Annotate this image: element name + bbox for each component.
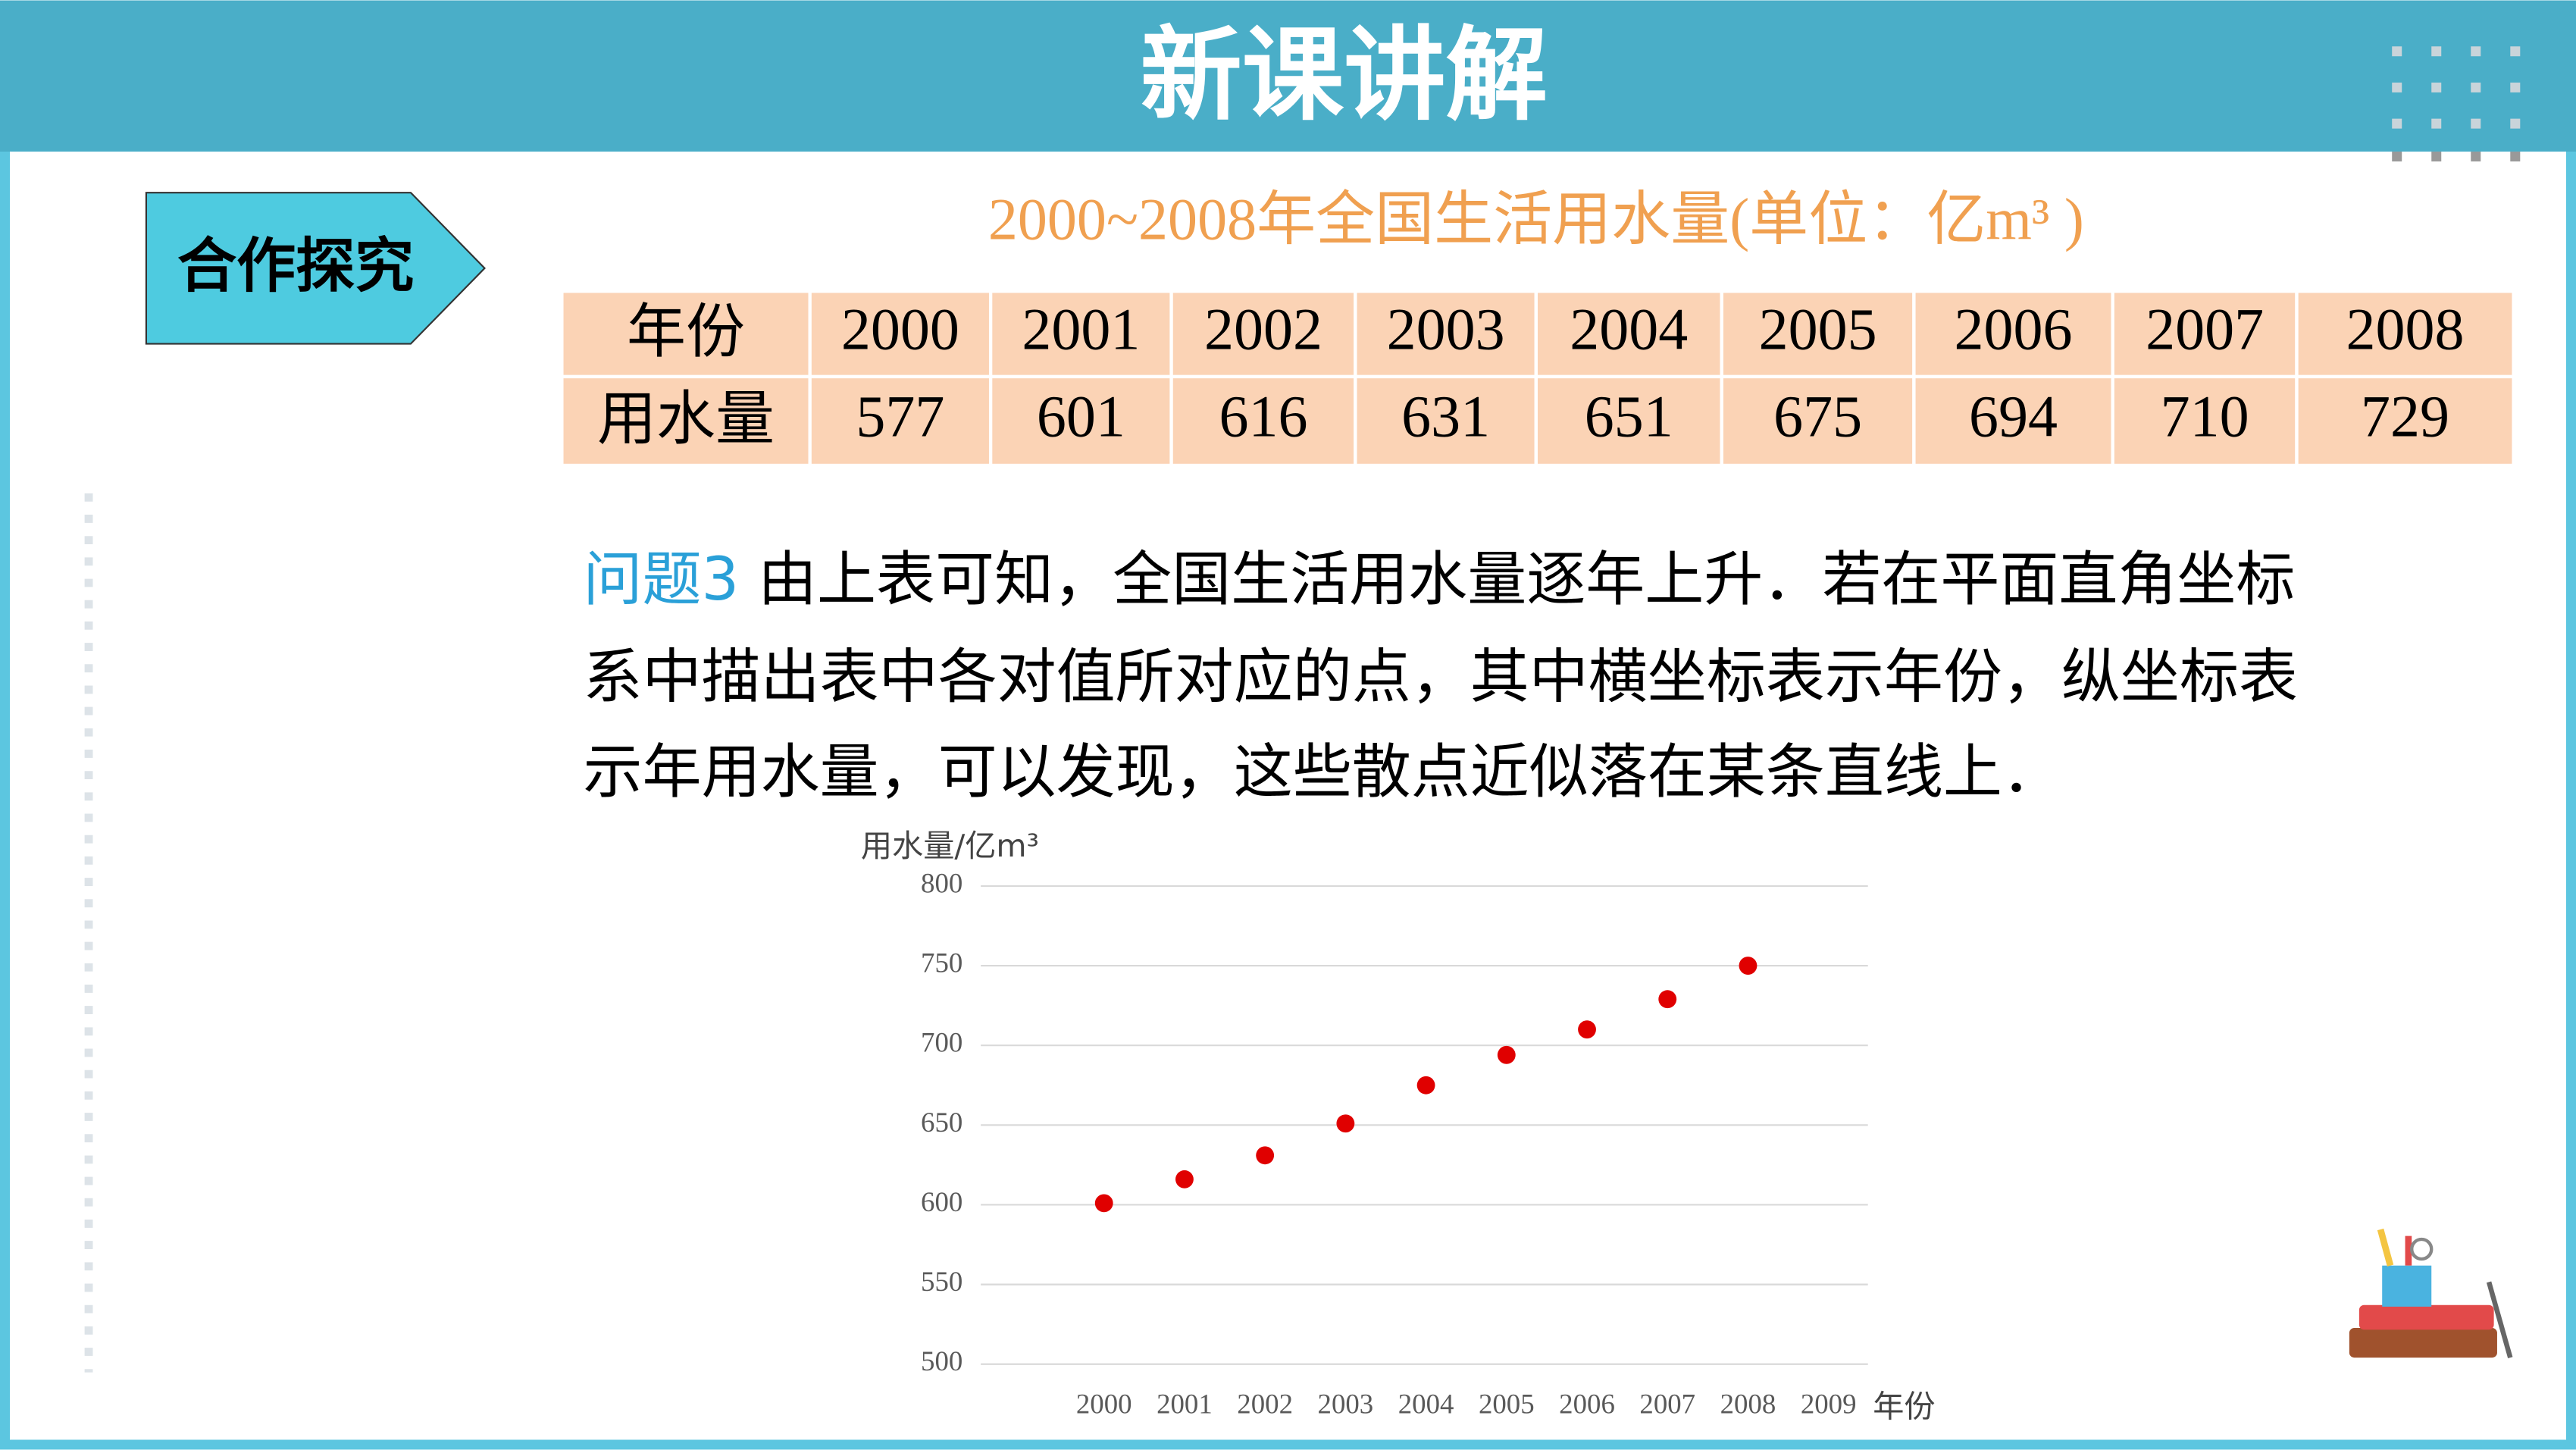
table-value: 694: [1969, 384, 2058, 449]
y-tick-label: 800: [921, 867, 962, 898]
table-cell: [1534, 290, 1723, 379]
table-value: 631: [1401, 384, 1490, 449]
table-cell: [2295, 374, 2515, 468]
point: [1578, 1020, 1596, 1039]
question-label: 问题3: [584, 546, 740, 615]
table-value: 616: [1219, 384, 1307, 449]
table-value: 675: [1773, 384, 1862, 449]
point: [1497, 1045, 1516, 1064]
x-tick-label: 2007: [1639, 1389, 1695, 1420]
table-cell: [2111, 290, 2299, 379]
table-value: 729: [2361, 384, 2449, 449]
table-cell: [1354, 290, 1538, 379]
table-cell: [808, 374, 993, 468]
question-text: 系中描出表中各对值所对应的点，其中横坐标表示年份，纵坐标表: [584, 643, 2298, 711]
table-value: 2006: [1955, 296, 2073, 362]
y-tick-label: 650: [921, 1107, 962, 1138]
table-cell: [1720, 290, 1916, 379]
table-value: 2007: [2146, 296, 2264, 362]
table-cell: [560, 374, 812, 468]
row-header: 用水量: [597, 385, 775, 453]
question-text: 示年用水量，可以发现，这些散点近似落在某条直线上．: [584, 738, 2061, 806]
x-tick-label: 2008: [1720, 1389, 1776, 1420]
table-cell: [2295, 290, 2515, 379]
table-value: 601: [1037, 384, 1125, 449]
x-axis-label: 年份: [1873, 1388, 1935, 1424]
table-value: 710: [2161, 384, 2249, 449]
table-title: 2000~2008年全国生活用水量(单位：亿m³ ): [988, 186, 2084, 252]
y-tick-label: 500: [921, 1345, 962, 1376]
table-value: 2008: [2346, 296, 2465, 362]
table-cell: [1534, 374, 1723, 468]
point: [1658, 990, 1677, 1009]
header-bar: [0, 0, 2576, 152]
header-title: 新课讲解: [1140, 16, 1548, 135]
point: [1739, 957, 1758, 975]
table-value: 577: [856, 384, 944, 449]
badge-shape: [145, 192, 486, 345]
x-tick-label: 2002: [1237, 1389, 1293, 1420]
table-value: 2002: [1204, 296, 1322, 362]
dots-decoration: [2392, 46, 2521, 161]
x-tick-label: 2000: [1076, 1389, 1132, 1420]
table-value: 2005: [1759, 296, 1877, 362]
question-line: 问题3 由上表可知，全国生活用水量逐年上升．若在平面直角坐标: [584, 546, 2296, 615]
x-tick-label: 2003: [1318, 1389, 1374, 1420]
x-tick-label: 2001: [1157, 1389, 1213, 1420]
books-icon: [2349, 1228, 2513, 1358]
x-tick-label: 2004: [1398, 1389, 1454, 1420]
chart: 500 550 600 650 700 750 800 2000 2001 2002 2003 200…: [921, 867, 1868, 1420]
table: 年份 2000 2001 2002 2003 2004 2005 2006 2007 2008 用水…: [560, 290, 2515, 468]
point: [1336, 1114, 1355, 1133]
table-cell: [988, 290, 1173, 379]
y-axis-label: 用水量/亿m³: [861, 828, 1039, 864]
question-text: 由上表可知，全国生活用水量逐年上升．若在平面直角坐标: [739, 546, 2295, 615]
row-header: 年份: [627, 298, 745, 366]
x-tick-label: 2009: [1801, 1389, 1857, 1420]
point: [1094, 1194, 1113, 1213]
table-cell: [560, 290, 812, 379]
y-tick-label: 600: [921, 1186, 962, 1217]
table-cell: [988, 374, 1173, 468]
table-cell: [1720, 374, 1916, 468]
badge-text: 合作探究: [177, 233, 414, 301]
table-cell: [1169, 374, 1357, 468]
point: [1256, 1146, 1275, 1165]
y-tick-label: 700: [921, 1027, 962, 1058]
table-value: 2000: [841, 296, 959, 362]
table-value: 651: [1585, 384, 1673, 449]
point: [1416, 1076, 1435, 1095]
table-value: 2004: [1570, 296, 1688, 362]
x-tick-label: 2006: [1559, 1389, 1615, 1420]
y-tick-label: 750: [921, 947, 962, 979]
x-tick-label: 2005: [1479, 1389, 1535, 1420]
point: [1175, 1170, 1194, 1188]
table-cell: [1912, 374, 2114, 468]
y-tick-label: 550: [921, 1266, 962, 1297]
table-cell: [2111, 374, 2299, 468]
table-value: 2001: [1022, 296, 1140, 362]
table-value: 2003: [1387, 296, 1505, 362]
table-cell: [1912, 290, 2114, 379]
table-cell: [1354, 374, 1538, 468]
